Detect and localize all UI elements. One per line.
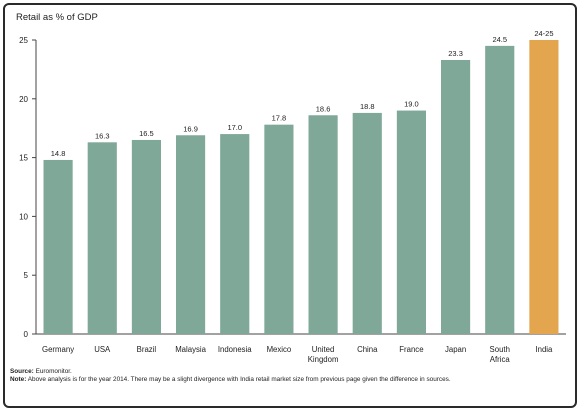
category-label: China [357,345,378,354]
bar-germany [43,159,73,334]
bar-brazil [131,139,161,334]
bar-malaysia [176,135,206,334]
category-label: United [312,345,335,354]
bar-france [396,110,426,334]
data-label: 16.3 [95,131,110,140]
source-text: Euromonitor. [33,368,72,375]
data-label: 18.6 [316,104,331,113]
category-label: Malaysia [175,345,206,354]
bar-indonesia [220,134,250,334]
y-axis: 0 5 10 15 20 25 [19,36,566,339]
category-label: France [399,345,423,354]
category-label: Brazil [137,345,157,354]
data-label: 18.8 [360,102,375,111]
note-label: Note: [10,376,27,383]
bar-japan [441,59,471,334]
chart-title: Retail as % of GDP [16,12,98,23]
data-label: 14.8 [51,149,66,158]
category-label: India [535,345,553,354]
category-label: Indonesia [218,345,252,354]
data-label: 19.0 [404,100,419,109]
category-label: Mexico [267,345,292,354]
category-label: Kingdom [308,355,339,364]
y-tick-label: 5 [24,271,29,280]
y-tick-label: 0 [24,330,29,339]
footnotes: Source: Euromonitor. Note: Above analysi… [10,368,565,384]
y-tick-label: 25 [19,36,28,45]
data-label: 17.0 [227,123,242,132]
category-labels: Germany USA Brazil Malaysia Indonesia Mexico U… [42,345,553,364]
category-label: Africa [490,355,511,364]
category-label: Germany [42,345,74,354]
bar-south-africa [485,45,515,334]
data-label: 24.5 [492,35,507,44]
bar-mexico [264,124,294,334]
data-label: 16.5 [139,129,154,138]
source-note: Source: Euromonitor. [10,368,565,376]
bars [43,40,559,334]
category-label: Japan [445,345,466,354]
data-label: 24-25 [534,29,553,38]
analysis-note: Note: Above analysis is for the year 201… [10,376,565,384]
data-label: 16.9 [183,124,198,133]
y-tick-label: 15 [19,154,28,163]
y-tick-label: 10 [19,212,28,221]
data-label: 17.8 [272,114,287,123]
y-tick-label: 20 [19,95,28,104]
category-label: USA [94,345,111,354]
category-label: South [490,345,510,354]
bar-china [352,112,382,334]
data-labels: 14.8 16.3 16.5 16.9 17.0 17.8 18.6 18.8 19.0 23.3… [51,29,554,158]
bar-usa [87,142,117,334]
bar-united-kingdom [308,115,338,334]
note-text: Above analysis is for the year 2014. The… [26,376,451,383]
data-label: 23.3 [448,49,463,58]
bar-india [529,40,559,334]
source-label: Source: [10,368,34,375]
